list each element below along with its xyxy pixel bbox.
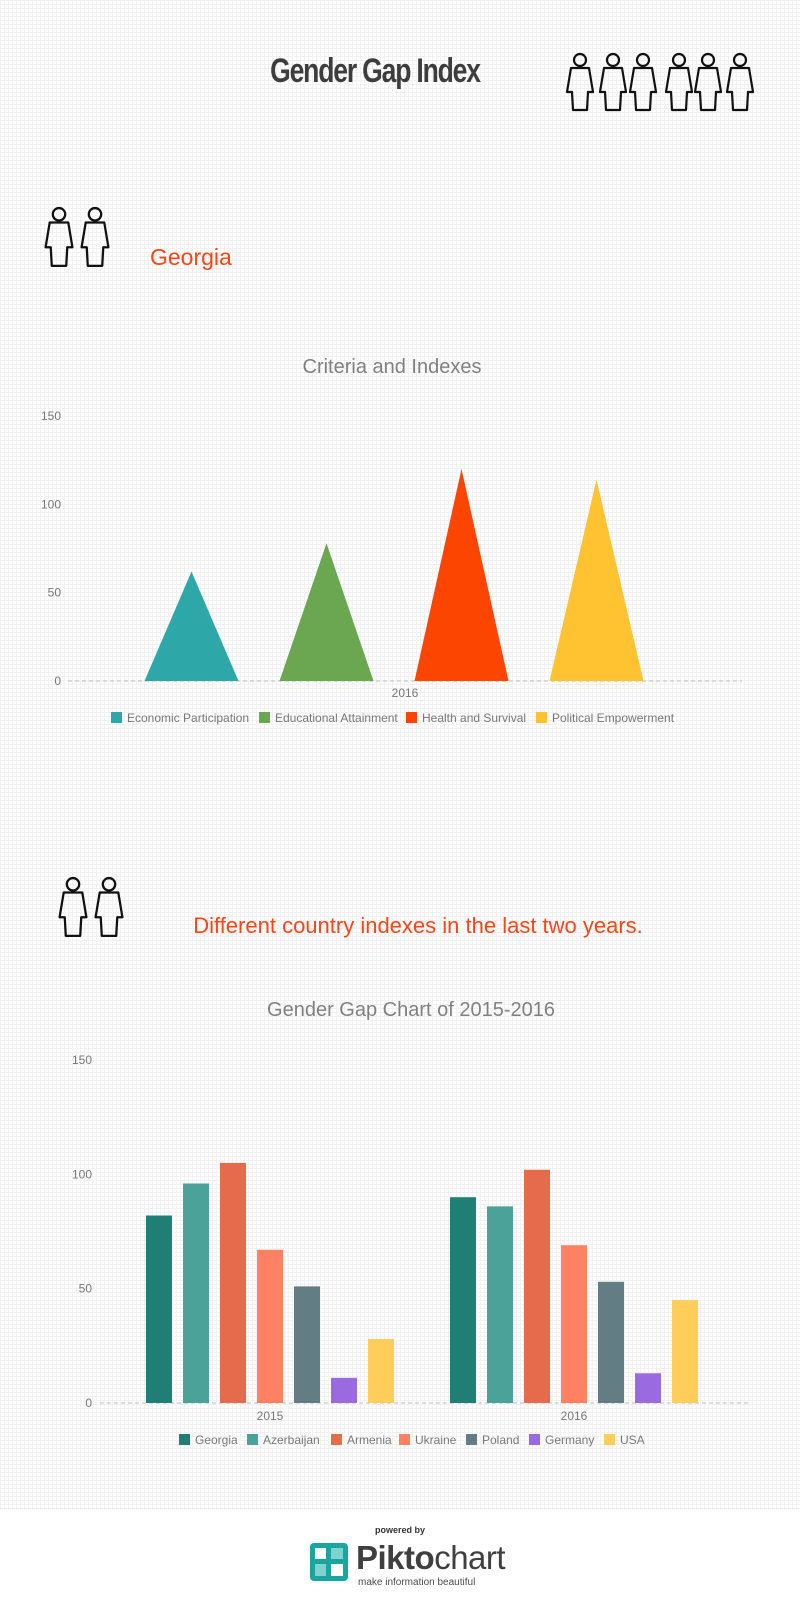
- legend-swatch: [111, 712, 122, 723]
- legend-label: Georgia: [195, 1433, 238, 1447]
- bar-mark: [524, 1169, 550, 1403]
- y-tick-label: 150: [41, 409, 61, 423]
- bar-mark: [368, 1338, 394, 1403]
- triangle-mark: [414, 469, 509, 681]
- chart-title: Gender Gap Chart of 2015-2016: [267, 1000, 555, 1021]
- legend-swatch: [331, 1434, 342, 1445]
- legend-swatch: [406, 712, 417, 723]
- legend-label: USA: [620, 1433, 645, 1447]
- chart-title: Criteria and Indexes: [303, 356, 482, 378]
- y-tick-label: 50: [48, 586, 62, 600]
- x-tick-label: 2016: [561, 1409, 588, 1423]
- bar-mark: [598, 1281, 624, 1403]
- bar-mark: [450, 1197, 476, 1403]
- legend-swatch: [604, 1434, 615, 1445]
- bar-mark: [672, 1300, 698, 1403]
- legend-label: Armenia: [347, 1433, 392, 1447]
- y-tick-label: 0: [54, 674, 61, 688]
- bar-mark: [183, 1183, 209, 1403]
- triangle-mark: [144, 571, 239, 681]
- brand-bold: Pikto: [356, 1539, 435, 1576]
- legend-swatch: [536, 712, 547, 723]
- triangle-mark: [279, 543, 374, 681]
- legend-label: Poland: [482, 1433, 519, 1447]
- legend-label: Azerbaijan: [263, 1433, 320, 1447]
- person-icon: [80, 206, 110, 268]
- countries-heading: Different country indexes in the last tw…: [193, 913, 643, 938]
- bar-mark: [635, 1373, 661, 1403]
- people-pair-icon: [44, 206, 114, 272]
- bar-mark: [561, 1245, 587, 1403]
- legend-swatch: [529, 1434, 540, 1445]
- bar-mark: [220, 1162, 246, 1403]
- bar-mark: [146, 1215, 172, 1403]
- y-tick-label: 100: [41, 497, 61, 511]
- legend-label: Political Empowerment: [552, 711, 675, 725]
- people-pair-icon: [58, 876, 128, 942]
- x-tick-label: 2016: [392, 686, 419, 700]
- page-title: Gender Gap Index: [270, 52, 481, 90]
- x-tick-label: 2015: [257, 1409, 284, 1423]
- footer: [0, 1510, 800, 1598]
- criteria-chart: Criteria and Indexes 0 50 100 150 2016 Economi…: [41, 356, 742, 725]
- person-icon: [566, 52, 594, 112]
- legend-label: Economic Participation: [127, 711, 249, 725]
- legend-swatch: [179, 1434, 190, 1445]
- georgia-heading: Georgia: [150, 244, 232, 270]
- bar-mark: [331, 1377, 357, 1403]
- people-group-icon: [566, 52, 766, 116]
- bar-mark: [257, 1249, 283, 1403]
- brand-light: chart: [434, 1539, 506, 1576]
- legend-swatch: [466, 1434, 477, 1445]
- piktochart-tagline: make information beautiful: [358, 1577, 476, 1588]
- gender-gap-chart: Gender Gap Chart of 2015-2016 0 50 100 150 20…: [72, 1000, 750, 1447]
- bar-mark: [294, 1286, 320, 1403]
- y-tick-label: 100: [72, 1167, 92, 1181]
- person-icon: [44, 206, 74, 268]
- bar-mark: [487, 1206, 513, 1403]
- legend-swatch: [259, 712, 270, 723]
- legend-label: Health and Survival: [422, 711, 526, 725]
- person-icon: [599, 52, 627, 112]
- powered-by-label: powered by: [374, 1525, 425, 1535]
- person-icon: [629, 52, 657, 112]
- y-tick-label: 0: [85, 1396, 92, 1410]
- legend-swatch: [399, 1434, 410, 1445]
- legend-swatch: [247, 1434, 258, 1445]
- person-icon: [58, 876, 88, 938]
- y-tick-label: 150: [72, 1053, 92, 1067]
- person-icon: [726, 52, 754, 112]
- legend-label: Educational Attainment: [275, 711, 398, 725]
- person-icon: [694, 52, 722, 112]
- piktochart-logo-icon[interactable]: [310, 1543, 348, 1581]
- legend-label: Germany: [545, 1433, 594, 1447]
- legend-label: Ukraine: [415, 1433, 457, 1447]
- person-icon: [94, 876, 124, 938]
- person-icon: [665, 52, 693, 112]
- y-tick-label: 50: [79, 1282, 93, 1296]
- triangle-mark: [549, 479, 644, 681]
- piktochart-wordmark[interactable]: Piktochart: [356, 1539, 506, 1577]
